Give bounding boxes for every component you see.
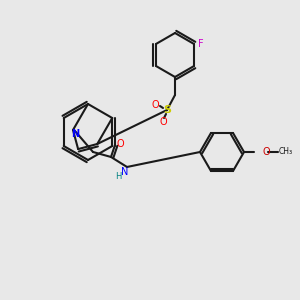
Text: N: N	[121, 167, 129, 177]
Text: O: O	[159, 117, 167, 127]
Text: O: O	[116, 139, 124, 149]
Text: S: S	[163, 105, 171, 115]
Text: F: F	[198, 39, 204, 49]
Text: O: O	[151, 100, 159, 110]
Text: N: N	[71, 129, 79, 139]
Text: O: O	[262, 147, 270, 157]
Text: CH₃: CH₃	[279, 148, 293, 157]
Text: H: H	[115, 172, 121, 182]
